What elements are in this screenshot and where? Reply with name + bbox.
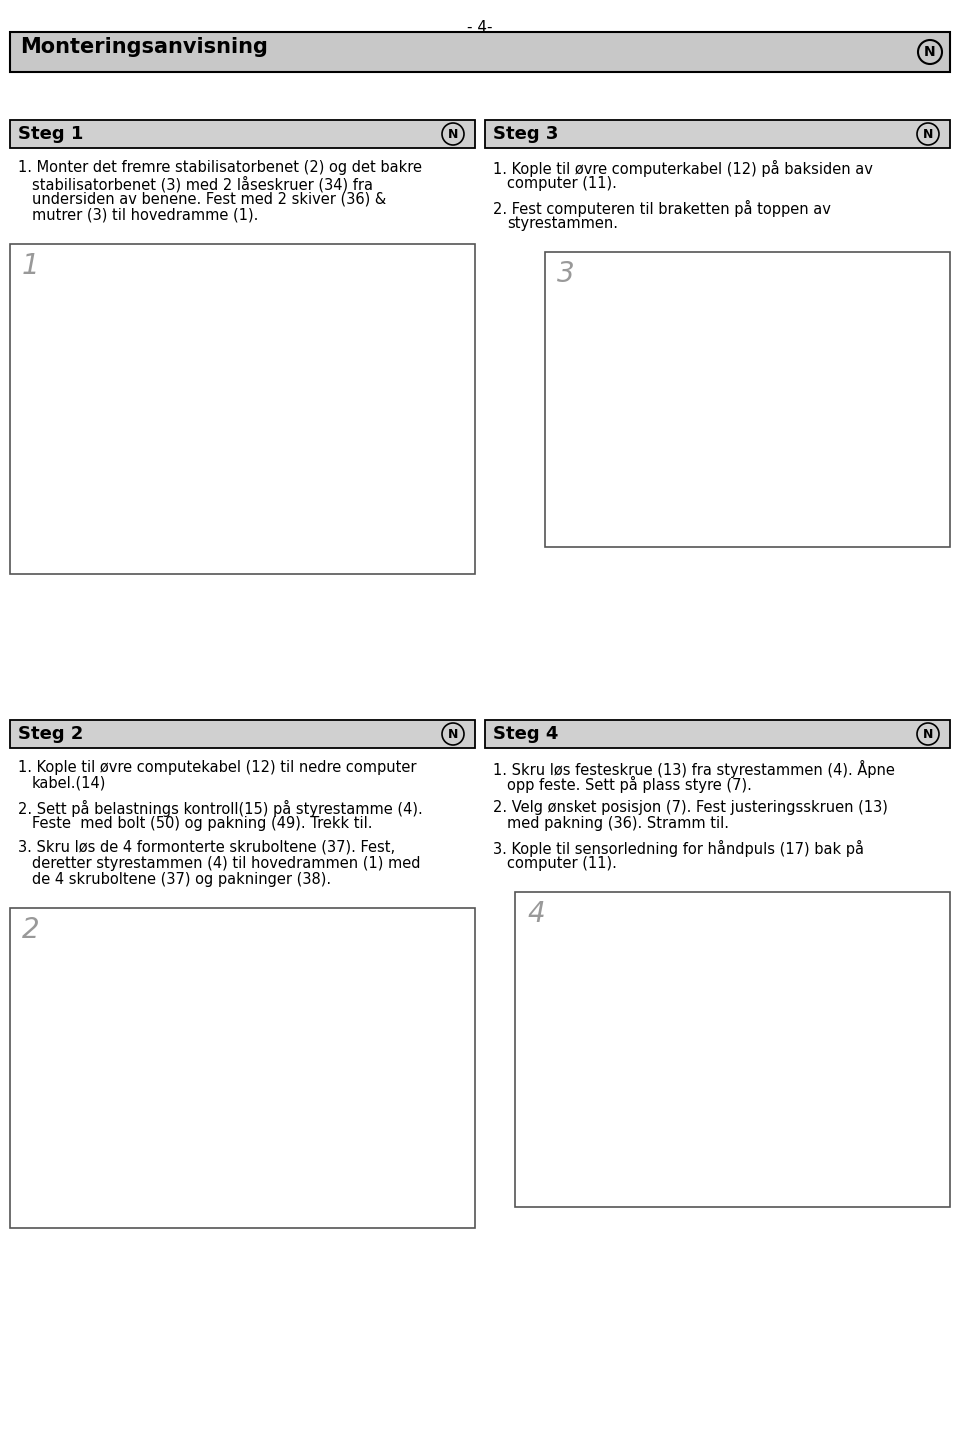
FancyBboxPatch shape [485,720,950,748]
Text: computer (11).: computer (11). [507,857,617,871]
Text: Steg 4: Steg 4 [493,725,559,743]
Text: mutrer (3) til hovedramme (1).: mutrer (3) til hovedramme (1). [32,208,258,222]
Text: styrestammen.: styrestammen. [507,217,618,231]
Text: 2: 2 [22,916,39,944]
Text: 3. Skru løs de 4 formonterte skruboltene (37). Fest,: 3. Skru løs de 4 formonterte skruboltene… [18,839,396,855]
Text: Monteringsanvisning: Monteringsanvisning [20,37,268,57]
Text: N: N [924,44,936,59]
Text: opp feste. Sett på plass styre (7).: opp feste. Sett på plass styre (7). [507,776,752,794]
Text: 1. Monter det fremre stabilisatorbenet (2) og det bakre: 1. Monter det fremre stabilisatorbenet (… [18,159,422,175]
Text: 2. Velg ønsket posisjon (7). Fest justeringsskruen (13): 2. Velg ønsket posisjon (7). Fest juster… [493,799,888,815]
Text: undersiden av benene. Fest med 2 skiver (36) &: undersiden av benene. Fest med 2 skiver … [32,192,386,207]
Text: N: N [923,128,933,141]
Text: 1. Kople til øvre computerkabel (12) på baksiden av: 1. Kople til øvre computerkabel (12) på … [493,159,873,177]
FancyBboxPatch shape [515,893,950,1207]
Text: de 4 skruboltene (37) og pakninger (38).: de 4 skruboltene (37) og pakninger (38). [32,872,331,887]
Text: stabilisatorbenet (3) med 2 låseskruer (34) fra: stabilisatorbenet (3) med 2 låseskruer (… [32,177,373,192]
FancyBboxPatch shape [545,253,950,547]
Text: 4: 4 [527,900,544,928]
FancyBboxPatch shape [10,121,475,148]
Text: N: N [923,728,933,740]
Text: Steg 1: Steg 1 [18,125,84,144]
Text: N: N [447,728,458,740]
Text: kabel.(14): kabel.(14) [32,776,107,791]
Text: med pakning (36). Stramm til.: med pakning (36). Stramm til. [507,817,729,831]
FancyBboxPatch shape [10,244,475,574]
FancyBboxPatch shape [10,32,950,72]
Text: 3. Kople til sensorledning for håndpuls (17) bak på: 3. Kople til sensorledning for håndpuls … [493,839,864,857]
Text: Feste  med bolt (50) og pakning (49). Trekk til.: Feste med bolt (50) og pakning (49). Tre… [32,817,372,831]
Text: 3: 3 [557,260,575,288]
Text: 1: 1 [22,253,39,280]
FancyBboxPatch shape [10,908,475,1228]
Text: computer (11).: computer (11). [507,177,617,191]
FancyBboxPatch shape [485,121,950,148]
Text: - 4-: - 4- [468,20,492,34]
Text: 2. Fest computeren til braketten på toppen av: 2. Fest computeren til braketten på topp… [493,199,830,217]
Text: N: N [447,128,458,141]
FancyBboxPatch shape [10,720,475,748]
Text: 1. Skru løs festeskrue (13) fra styrestammen (4). Åpne: 1. Skru løs festeskrue (13) fra styresta… [493,761,895,778]
Text: 2. Sett på belastnings kontroll(15) på styrestamme (4).: 2. Sett på belastnings kontroll(15) på s… [18,799,422,817]
Text: deretter styrestammen (4) til hovedrammen (1) med: deretter styrestammen (4) til hovedramme… [32,857,420,871]
Text: Steg 2: Steg 2 [18,725,84,743]
Text: Steg 3: Steg 3 [493,125,559,144]
Text: 1. Kople til øvre computekabel (12) til nedre computer: 1. Kople til øvre computekabel (12) til … [18,761,417,775]
